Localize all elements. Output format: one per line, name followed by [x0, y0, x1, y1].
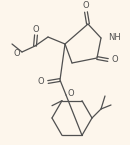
Text: O: O — [112, 56, 118, 65]
Text: O: O — [38, 77, 44, 87]
Text: O: O — [14, 48, 20, 58]
Text: O: O — [68, 88, 74, 97]
Text: NH: NH — [108, 32, 121, 41]
Text: O: O — [83, 1, 89, 10]
Text: O: O — [33, 25, 39, 33]
